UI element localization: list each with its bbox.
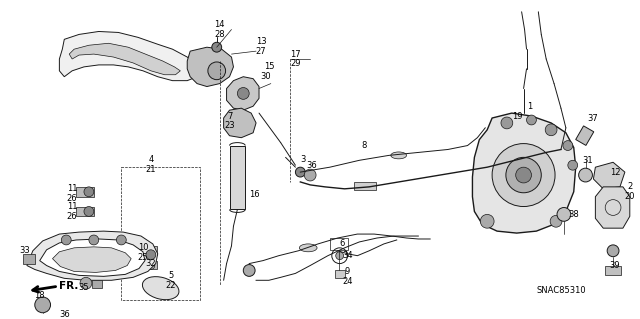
Circle shape <box>84 206 94 216</box>
Circle shape <box>146 250 156 260</box>
Text: 35: 35 <box>79 283 89 292</box>
Ellipse shape <box>143 277 179 300</box>
Circle shape <box>527 115 536 125</box>
Text: 8: 8 <box>362 141 367 150</box>
Text: FR.: FR. <box>58 281 78 291</box>
Text: 21: 21 <box>145 165 156 174</box>
Text: 19: 19 <box>513 112 523 121</box>
Circle shape <box>557 208 571 221</box>
Circle shape <box>579 168 593 182</box>
Text: 11: 11 <box>67 184 77 193</box>
Text: 1: 1 <box>527 102 532 111</box>
Text: 15: 15 <box>264 63 274 71</box>
Text: SNAC85310: SNAC85310 <box>536 286 586 295</box>
Circle shape <box>516 167 531 183</box>
Bar <box>335 271 344 278</box>
Circle shape <box>304 169 316 181</box>
Text: 36: 36 <box>307 161 317 170</box>
Text: 2: 2 <box>627 182 632 191</box>
Text: 16: 16 <box>249 190 259 199</box>
Circle shape <box>116 235 126 245</box>
Text: 10: 10 <box>138 243 148 252</box>
Circle shape <box>89 235 99 245</box>
Circle shape <box>336 252 344 260</box>
Text: 5: 5 <box>168 271 173 280</box>
Text: 20: 20 <box>625 192 635 201</box>
Circle shape <box>35 297 51 313</box>
Ellipse shape <box>391 152 406 159</box>
Polygon shape <box>40 239 145 276</box>
Text: 36: 36 <box>59 310 70 319</box>
Bar <box>230 145 245 210</box>
Circle shape <box>492 144 555 206</box>
Circle shape <box>501 117 513 129</box>
Text: 39: 39 <box>610 261 620 270</box>
Bar <box>92 280 102 288</box>
Text: 37: 37 <box>587 114 598 122</box>
Polygon shape <box>595 187 630 228</box>
Text: 18: 18 <box>35 291 45 300</box>
Bar <box>76 187 94 197</box>
Text: 22: 22 <box>165 281 176 290</box>
Bar <box>141 246 157 255</box>
Text: 32: 32 <box>145 259 156 268</box>
Bar <box>330 238 348 250</box>
Circle shape <box>568 160 578 170</box>
Text: 13: 13 <box>255 37 266 46</box>
Text: 27: 27 <box>255 47 266 56</box>
Circle shape <box>563 141 573 151</box>
Bar <box>141 261 157 270</box>
Bar <box>23 254 35 263</box>
Circle shape <box>607 245 619 257</box>
Text: 7: 7 <box>227 112 232 121</box>
Text: 33: 33 <box>20 246 30 255</box>
Circle shape <box>212 42 221 52</box>
Text: 12: 12 <box>610 167 620 177</box>
Text: 25: 25 <box>138 253 148 262</box>
Polygon shape <box>223 108 256 138</box>
Text: 14: 14 <box>214 20 225 29</box>
Circle shape <box>550 215 562 227</box>
Polygon shape <box>52 247 131 272</box>
Text: 4: 4 <box>148 155 154 164</box>
Text: 31: 31 <box>582 156 593 165</box>
Text: 24: 24 <box>342 277 353 286</box>
Circle shape <box>243 264 255 276</box>
Circle shape <box>61 235 71 245</box>
Polygon shape <box>188 47 234 86</box>
Text: 17: 17 <box>290 49 301 59</box>
Polygon shape <box>69 43 180 75</box>
Bar <box>605 265 621 275</box>
Circle shape <box>84 187 94 197</box>
Text: 3: 3 <box>301 155 306 164</box>
Text: 34: 34 <box>342 251 353 260</box>
Bar <box>76 206 94 216</box>
Circle shape <box>237 87 249 99</box>
Circle shape <box>80 277 92 289</box>
Text: 6: 6 <box>339 239 344 249</box>
Polygon shape <box>27 231 157 280</box>
Text: 30: 30 <box>260 72 271 81</box>
Circle shape <box>480 214 494 228</box>
Circle shape <box>208 62 225 80</box>
Circle shape <box>506 157 541 193</box>
Circle shape <box>296 167 305 177</box>
Text: 28: 28 <box>214 30 225 39</box>
Text: 23: 23 <box>224 122 235 130</box>
Bar <box>355 182 376 190</box>
Text: 9: 9 <box>345 267 350 276</box>
Ellipse shape <box>300 244 317 252</box>
Text: 38: 38 <box>568 210 579 219</box>
Text: 26: 26 <box>67 194 77 203</box>
Bar <box>576 126 594 145</box>
Polygon shape <box>593 162 625 189</box>
Polygon shape <box>472 113 576 233</box>
Polygon shape <box>227 77 259 110</box>
Bar <box>122 167 200 300</box>
Text: 29: 29 <box>290 59 301 69</box>
Text: 11: 11 <box>67 202 77 211</box>
Polygon shape <box>60 32 202 81</box>
Circle shape <box>545 124 557 136</box>
Text: 26: 26 <box>67 212 77 221</box>
